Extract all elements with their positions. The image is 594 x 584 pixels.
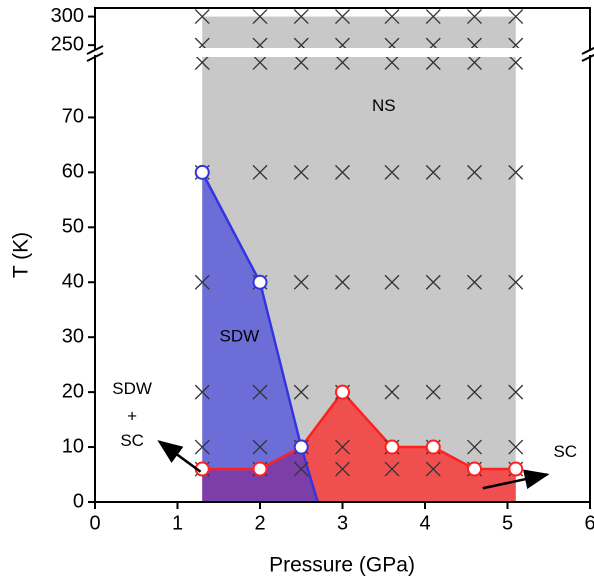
annotation: NS bbox=[372, 96, 396, 115]
measured-point bbox=[384, 37, 400, 48]
measured-point bbox=[194, 439, 210, 455]
x-tick-label: 3 bbox=[337, 512, 348, 534]
transition-point bbox=[252, 461, 268, 477]
measured-point bbox=[425, 37, 441, 48]
y-tick-label: 250 bbox=[51, 33, 84, 55]
measured-point bbox=[467, 274, 482, 290]
lower-panel bbox=[194, 57, 524, 502]
annotation: SC bbox=[120, 431, 144, 450]
arrow bbox=[157, 440, 202, 473]
measured-point bbox=[335, 274, 350, 290]
measured-point bbox=[467, 37, 482, 48]
measured-point bbox=[252, 9, 268, 25]
measured-point bbox=[293, 9, 309, 25]
transition-point bbox=[508, 461, 524, 477]
upper-panel bbox=[194, 9, 524, 48]
measured-point bbox=[508, 9, 524, 25]
measured-point bbox=[194, 57, 210, 70]
measured-point bbox=[425, 274, 441, 290]
overlay: 0 1 2 3 4 5 6010203040506070250300NSSDWSDW+SCS… bbox=[51, 5, 594, 534]
y-tick-label: 0 bbox=[73, 490, 84, 512]
transition-point bbox=[293, 439, 309, 455]
phase-boundary bbox=[201, 171, 319, 502]
x-tick-label: 2 bbox=[254, 512, 265, 534]
measured-point bbox=[508, 164, 524, 180]
transition-point bbox=[467, 461, 482, 477]
measured-point bbox=[293, 274, 309, 290]
measured-point bbox=[508, 37, 524, 48]
measured-point bbox=[425, 57, 441, 70]
measured-point bbox=[252, 439, 268, 455]
x-tick-label: 1 bbox=[172, 512, 183, 534]
measured-point bbox=[467, 57, 482, 70]
measured-point bbox=[467, 164, 482, 180]
measured-point bbox=[252, 164, 268, 180]
measured-point bbox=[508, 439, 524, 455]
measured-point bbox=[335, 9, 350, 25]
phase-boundary bbox=[202, 390, 516, 471]
transition-point bbox=[425, 439, 441, 455]
frame bbox=[86, 7, 594, 503]
x-axis-label: Pressure (GPa) bbox=[269, 554, 415, 577]
measured-point bbox=[293, 164, 309, 180]
measured-point bbox=[384, 461, 400, 477]
y-tick-label: 10 bbox=[62, 435, 84, 457]
x-tick-label: 4 bbox=[419, 512, 430, 534]
annotation: SDW bbox=[112, 379, 152, 398]
measured-point bbox=[508, 274, 524, 290]
measured-point bbox=[467, 384, 482, 400]
phase-area bbox=[202, 172, 318, 502]
measured-point bbox=[467, 439, 482, 455]
measured-point bbox=[335, 37, 350, 48]
measured-point bbox=[384, 57, 400, 70]
measured-point bbox=[425, 461, 441, 477]
y-tick-label: 300 bbox=[51, 5, 84, 27]
measured-point bbox=[508, 384, 524, 400]
y-tick-label: 70 bbox=[62, 106, 84, 128]
measured-point bbox=[425, 164, 441, 180]
measured-point bbox=[252, 384, 268, 400]
annotation: SC bbox=[553, 442, 577, 461]
measured-point bbox=[293, 461, 309, 477]
transition-point bbox=[252, 274, 268, 290]
measured-point bbox=[467, 9, 482, 25]
arrow bbox=[482, 469, 550, 490]
annotation: + bbox=[127, 406, 137, 425]
measured-point bbox=[508, 57, 524, 70]
y-tick-label: 30 bbox=[62, 325, 84, 347]
measured-point bbox=[194, 9, 210, 25]
measured-point bbox=[425, 384, 441, 400]
x-tick-label: 5 bbox=[502, 512, 513, 534]
measured-point bbox=[194, 384, 210, 400]
y-tick-label: 20 bbox=[62, 380, 84, 402]
transition-point bbox=[194, 164, 210, 180]
measured-point bbox=[335, 439, 350, 455]
annotation: SDW bbox=[220, 327, 260, 346]
measured-point bbox=[293, 57, 309, 70]
y-axis-label: T (K) bbox=[10, 232, 33, 278]
transition-point bbox=[384, 439, 400, 455]
y-tick-label: 40 bbox=[62, 271, 84, 293]
y-tick-label: 50 bbox=[62, 216, 84, 238]
measured-point bbox=[384, 384, 400, 400]
measured-point bbox=[335, 57, 350, 70]
x-tick-label: 0 bbox=[89, 512, 100, 534]
measured-point bbox=[252, 57, 268, 70]
x-tick-label: 6 bbox=[584, 512, 594, 534]
y-tick-label: 60 bbox=[62, 161, 84, 183]
measured-point bbox=[194, 274, 210, 290]
measured-point bbox=[194, 37, 210, 48]
measured-point bbox=[293, 384, 309, 400]
measured-point bbox=[425, 9, 441, 25]
measured-point bbox=[293, 37, 309, 48]
measured-point bbox=[384, 164, 400, 180]
measured-point bbox=[335, 461, 350, 477]
measured-point bbox=[384, 9, 400, 25]
measured-point bbox=[335, 164, 350, 180]
transition-point bbox=[335, 384, 350, 400]
measured-point bbox=[384, 274, 400, 290]
measured-point bbox=[252, 37, 268, 48]
